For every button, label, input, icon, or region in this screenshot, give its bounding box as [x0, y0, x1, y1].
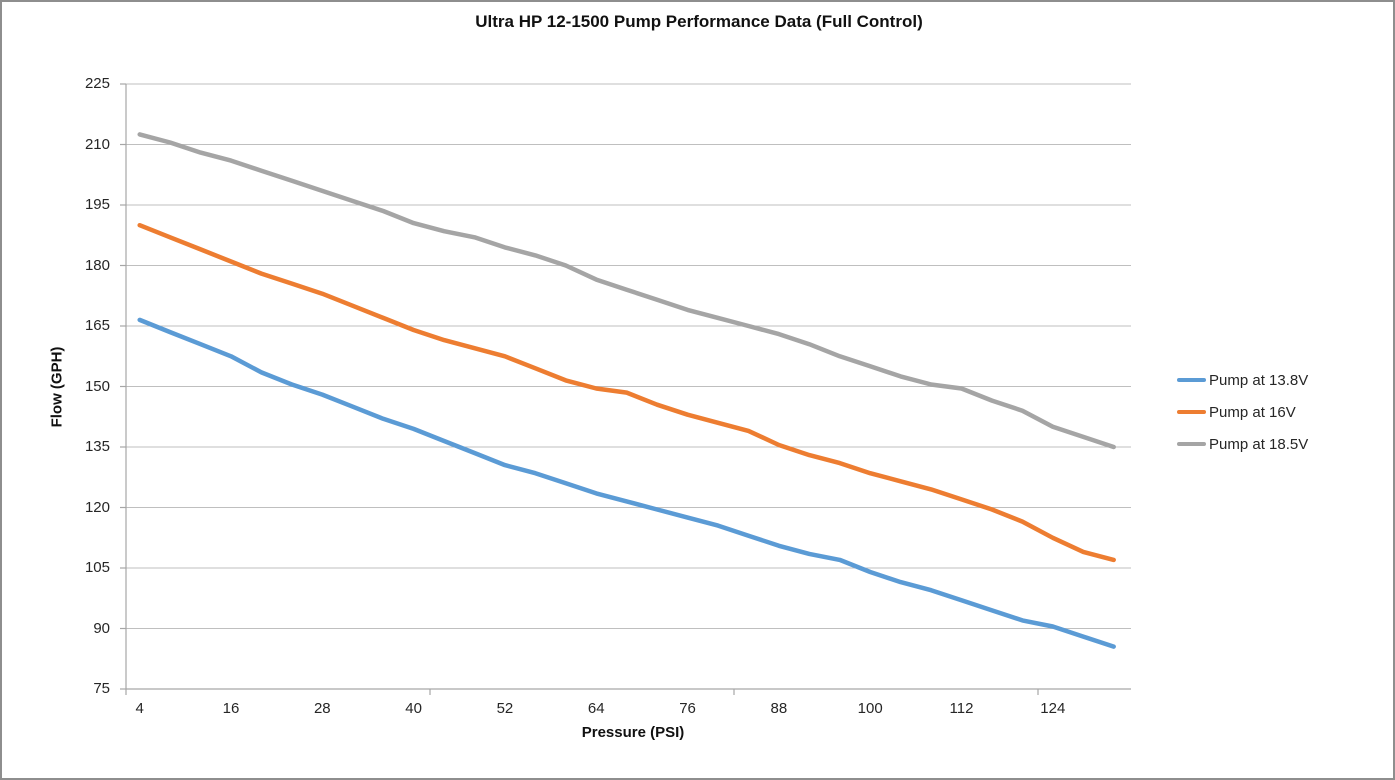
- x-tick-label: 112: [949, 700, 974, 717]
- legend-item-pump-13-8v: Pump at 13.8V: [1177, 364, 1308, 396]
- y-axis-title: Flow (GPH): [48, 346, 66, 428]
- y-tick-label: 75: [93, 680, 110, 697]
- chart-title: Ultra HP 12-1500 Pump Performance Data (…: [475, 12, 923, 31]
- y-tick-label: 225: [84, 75, 110, 92]
- x-axis-title: Pressure (PSI): [581, 724, 685, 741]
- y-tick-label: 195: [84, 196, 110, 213]
- legend-swatch-pump-16v: [1177, 410, 1206, 414]
- legend-label: Pump at 18.5V: [1209, 435, 1309, 453]
- y-tick-label: 135: [84, 438, 110, 455]
- x-tick-label: 124: [1040, 700, 1066, 717]
- x-tick-label: 28: [313, 700, 331, 717]
- x-tick-label: 88: [770, 700, 788, 717]
- y-tick-label: 150: [84, 377, 110, 395]
- y-tick-label: 210: [84, 135, 110, 153]
- x-tick-label: 16: [222, 700, 240, 717]
- legend-item-pump-18-5v: Pump at 18.5V: [1177, 428, 1308, 460]
- legend: Pump at 13.8V Pump at 16V Pump at 18.5V: [1177, 364, 1308, 460]
- series-line-pump-at-13-8v: [137, 317, 1116, 649]
- series-line-pump-at-16v: [137, 222, 1116, 563]
- legend-item-pump-16v: Pump at 16V: [1177, 396, 1308, 428]
- legend-swatch-pump-13-8v: [1177, 378, 1206, 382]
- series-line-pump-at-18-5v: [137, 132, 1116, 450]
- x-tick-label: 64: [587, 700, 605, 717]
- y-tick-label: 165: [84, 317, 110, 334]
- legend-label: Pump at 13.8V: [1209, 371, 1309, 389]
- legend-label: Pump at 16V: [1209, 403, 1296, 421]
- y-tick-label: 120: [84, 498, 110, 516]
- x-tick-label: 76: [679, 700, 696, 717]
- x-tick-label: 40: [405, 700, 422, 717]
- legend-swatch-pump-18-5v: [1177, 442, 1206, 446]
- x-tick-label: 100: [857, 700, 883, 717]
- y-tick-label: 180: [84, 256, 110, 274]
- x-tick-label: 4: [135, 700, 144, 717]
- y-tick-label: 90: [93, 619, 110, 637]
- x-tick-label: 52: [496, 700, 514, 717]
- y-tick-label: 105: [84, 559, 110, 576]
